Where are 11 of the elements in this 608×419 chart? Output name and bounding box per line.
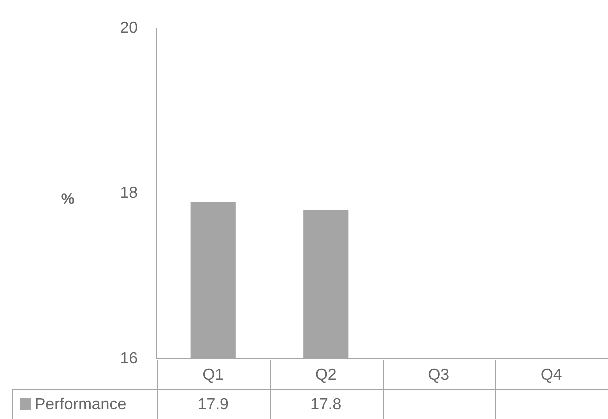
x-tick-label: Q2	[315, 367, 337, 384]
y-tick-label: 20	[120, 20, 138, 38]
data-label: 17.8	[310, 396, 342, 414]
x-tick-label: Q3	[428, 367, 450, 384]
y-tick-label: 18	[120, 185, 138, 202]
y-axis-title: %	[61, 190, 75, 208]
data-label: 17.9	[198, 396, 230, 414]
x-tick-label: Q4	[540, 367, 562, 384]
legend-label: Performance	[35, 396, 127, 414]
y-tick-label: 16	[120, 350, 138, 368]
x-tick-label: Q1	[202, 367, 224, 384]
